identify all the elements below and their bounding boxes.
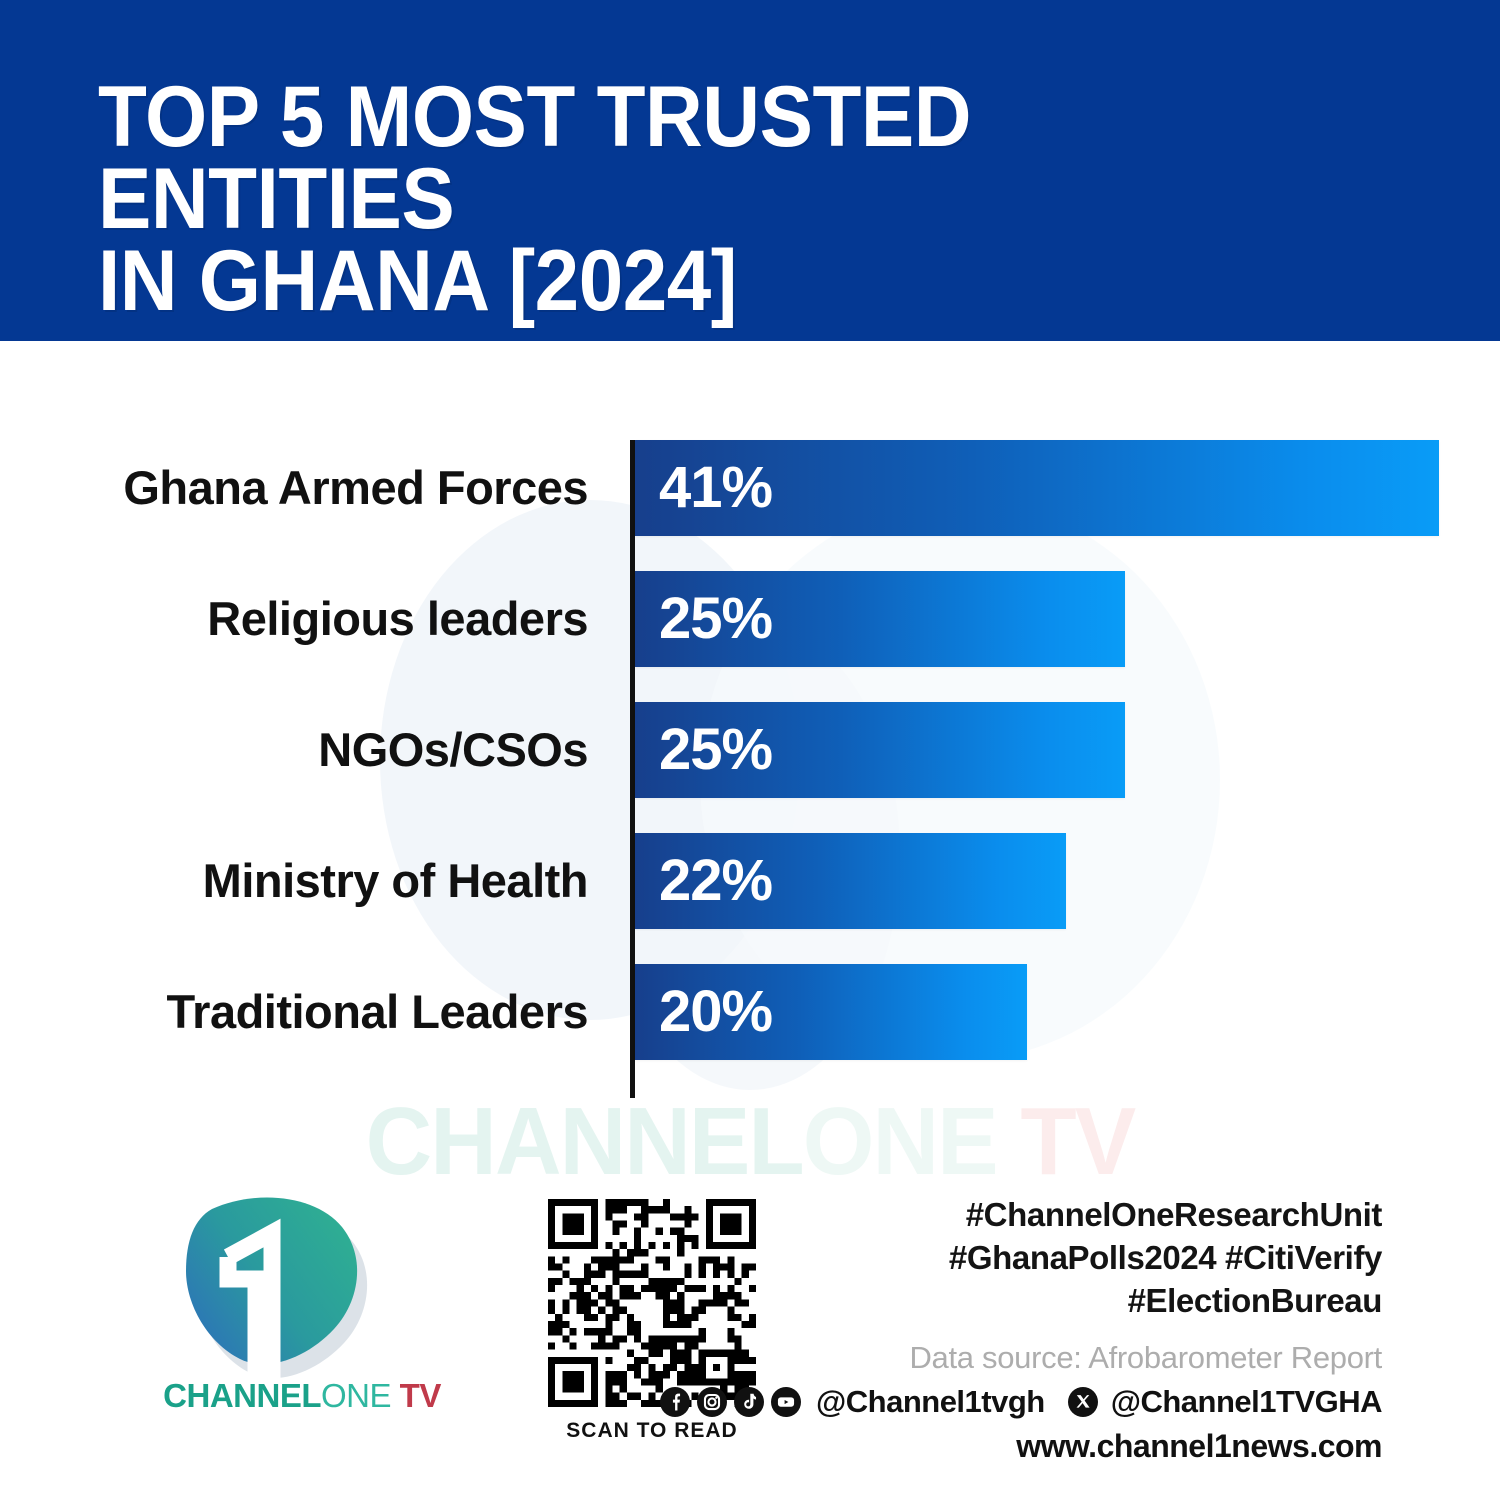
facebook-icon[interactable] [660, 1387, 691, 1417]
bar-category-label: Ministry of Health [202, 854, 589, 907]
logo-word-tv: TV [391, 1377, 442, 1414]
youtube-icon[interactable] [771, 1387, 802, 1417]
bar-value-label: 25% [659, 717, 773, 782]
bar-fill: 25% [635, 702, 1125, 798]
bar-fill: 25% [635, 571, 1125, 667]
bar-category-label: Traditional Leaders [166, 985, 589, 1038]
title-line-2: IN GHANA [2024] [98, 233, 737, 329]
hashtag-line-2: #GhanaPolls2024 #CitiVerify [948, 1239, 1382, 1276]
bar-row: Religious leaders 25% [0, 571, 1500, 667]
bar-category-label: NGOs/CSOs [318, 723, 588, 776]
title-line-1: TOP 5 MOST TRUSTED ENTITIES [98, 69, 972, 247]
hashtag-list: #ChannelOneResearchUnit #GhanaPolls2024 … [742, 1193, 1382, 1322]
bar-chart: Ghana Armed Forces 41% Religious leaders… [0, 341, 1500, 1141]
bar-track: 20% [635, 964, 1027, 1060]
channel-one-logo: CHANNELONE TV [122, 1195, 482, 1435]
chart-axis-line [630, 440, 635, 1098]
social-handles-row: @Channel1tvgh @Channel1TVGHA [660, 1384, 1383, 1420]
bar-value-label: 20% [659, 979, 773, 1044]
bar-row: NGOs/CSOs 25% [0, 702, 1500, 798]
instagram-icon[interactable] [697, 1387, 728, 1417]
bar-track: 41% [635, 440, 1439, 536]
x-twitter-icon[interactable] [1067, 1387, 1098, 1417]
header-banner: TOP 5 MOST TRUSTED ENTITIES IN GHANA [20… [0, 0, 1500, 341]
bar-track: 22% [635, 833, 1067, 929]
hashtag-line-1: #ChannelOneResearchUnit [965, 1196, 1383, 1233]
qr-code-image[interactable] [548, 1199, 756, 1407]
website-url[interactable]: www.channel1news.com [1016, 1428, 1382, 1464]
bar-row: Ministry of Health 22% [0, 833, 1500, 929]
bar-track: 25% [635, 702, 1125, 798]
handle-x[interactable]: @Channel1TVGHA [1110, 1384, 1383, 1419]
bar-value-label: 25% [659, 586, 773, 651]
bar-fill: 22% [635, 833, 1067, 929]
bar-fill: 20% [635, 964, 1027, 1060]
data-source-text: Data source: Afrobarometer Report [909, 1340, 1382, 1375]
logo-wordmark: CHANNELONE TV [122, 1377, 482, 1415]
footer: CHANNELONE TV SCAN TO READ #ChannelOneRe… [0, 1185, 1500, 1500]
logo-mark-icon [186, 1197, 368, 1383]
bar-value-label: 22% [659, 848, 773, 913]
qr-code-block[interactable]: SCAN TO READ [548, 1199, 756, 1443]
bar-track: 25% [635, 571, 1125, 667]
page-title: TOP 5 MOST TRUSTED ENTITIES IN GHANA [20… [98, 74, 1326, 329]
bar-category-label: Religious leaders [207, 592, 588, 645]
bar-row: Ghana Armed Forces 41% [0, 440, 1500, 536]
bar-fill: 41% [635, 440, 1439, 536]
bar-category-label: Ghana Armed Forces [123, 461, 588, 514]
tiktok-icon[interactable] [734, 1387, 765, 1417]
logo-word-channel: CHANNEL [163, 1377, 321, 1414]
hashtag-line-3: #ElectionBureau [1127, 1282, 1383, 1319]
logo-word-one: ONE [320, 1377, 392, 1414]
handle-main[interactable]: @Channel1tvgh [816, 1384, 1045, 1419]
bar-row: Traditional Leaders 20% [0, 964, 1500, 1060]
info-block: #ChannelOneResearchUnit #GhanaPolls2024 … [660, 1193, 1383, 1465]
bar-value-label: 41% [659, 455, 773, 520]
qr-caption: SCAN TO READ [566, 1419, 738, 1442]
